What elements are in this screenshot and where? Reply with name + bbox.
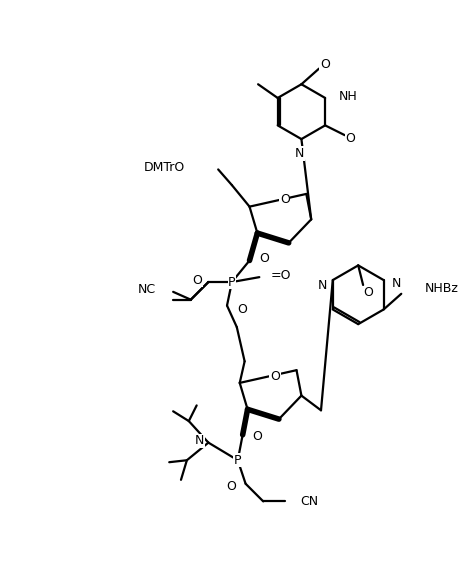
- Text: =O: =O: [271, 269, 292, 282]
- Text: O: O: [280, 193, 290, 206]
- Text: N: N: [295, 147, 304, 160]
- Text: NH: NH: [339, 90, 358, 103]
- Text: N: N: [195, 434, 205, 447]
- Text: P: P: [228, 275, 236, 289]
- Text: O: O: [226, 480, 236, 493]
- Text: O: O: [346, 132, 356, 145]
- Text: DMTrO: DMTrO: [144, 161, 185, 174]
- Text: CN: CN: [300, 495, 319, 508]
- Text: O: O: [270, 370, 280, 382]
- Text: NHBz: NHBz: [425, 282, 459, 295]
- Text: O: O: [193, 274, 203, 287]
- Text: O: O: [237, 303, 247, 316]
- Text: O: O: [320, 58, 330, 71]
- Text: O: O: [252, 430, 263, 443]
- Text: O: O: [363, 286, 373, 299]
- Text: NC: NC: [138, 283, 155, 296]
- Text: O: O: [259, 252, 269, 265]
- Text: N: N: [317, 279, 327, 293]
- Text: N: N: [392, 277, 401, 290]
- Text: P: P: [234, 454, 241, 467]
